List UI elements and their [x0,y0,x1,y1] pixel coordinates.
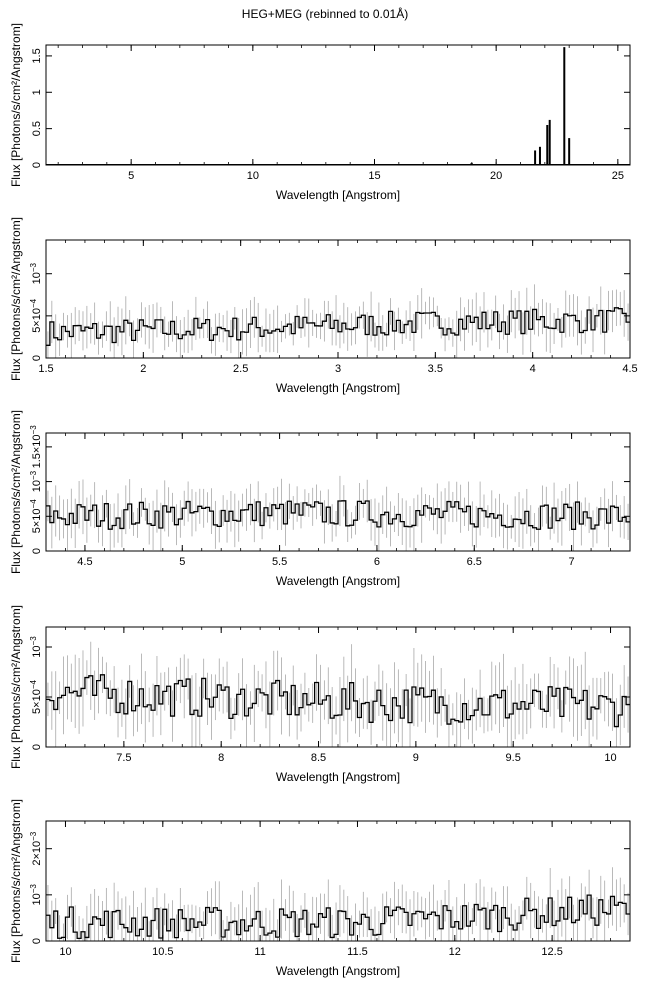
y-tick-label: 1.5 [31,48,43,63]
x-tick-label: 3 [335,363,341,375]
panel-4: 7.5 8 8.5 9 9.5 10 0 5×10−4 10−3 Wavelength [Angs… [9,605,631,784]
y-tick-label: 5×10−4 [29,680,43,714]
x-tick-label: 25 [612,170,624,182]
y-axis-label: Flux [Photons/s/cm²/Angstrom] [9,23,23,187]
x-tick-label: 6.5 [467,556,482,568]
x-tick-label: 3.5 [428,363,443,375]
x-tick-label: 4 [530,363,536,375]
x-tick-label: 15 [368,170,380,182]
panel-5: 10 10.5 11 11.5 12 12.5 0 10−3 2×10−3 Wavelength … [9,799,631,978]
axes-frame [45,44,631,166]
x-tick-label: 4.5 [77,556,92,568]
x-tick-label: 1.5 [38,363,53,375]
data-area [46,47,630,165]
y-tick-label: 10−3 [29,470,43,492]
y-tick-label: 2×10−3 [29,831,43,865]
y-axis-label: Flux [Photons/s/cm²/Angstrom] [9,217,23,381]
data-area [46,475,630,551]
x-tick-label: 9 [413,752,419,764]
y-tick-label: 5×10−4 [29,298,43,332]
x-tick-label: 11.5 [347,946,368,958]
data-area [46,867,630,941]
panel-1: 5 10 15 20 25 0 0.5 1 1.5 Wavelength [Angstrom] Fl… [9,23,631,202]
x-tick-label: 20 [490,170,502,182]
x-tick-label: 8 [218,752,224,764]
flux-histogram [46,500,630,530]
x-tick-label: 10 [59,946,71,958]
x-axis-label: Wavelength [Angstrom] [276,964,400,978]
panel-3: 4.5 5 5.5 6 6.5 7 0 5×10−4 10−31.5×10−3 Wavelengt… [9,410,631,588]
y-tick-label: 1 [31,89,43,95]
data-area [46,284,630,358]
x-tick-label: 5.5 [272,556,287,568]
y-tick-label: 10−3 [29,262,43,284]
x-axis-label: Wavelength [Angstrom] [276,188,400,202]
x-tick-label: 5 [179,556,185,568]
panel-2: 1.5 2 2.5 3 3.5 4 4.5 0 5×10−4 10−3 Wavelength [An… [9,217,638,395]
x-tick-label: 7.5 [116,752,131,764]
x-tick-label: 2 [140,363,146,375]
x-tick-label: 5 [128,170,134,182]
y-axis-label: Flux [Photons/s/cm²/Angstrom] [9,799,23,963]
y-axis-label: Flux [Photons/s/cm²/Angstrom] [9,605,23,769]
x-tick-label: 8.5 [311,752,326,764]
x-axis-label: Wavelength [Angstrom] [276,770,400,784]
flux-histogram [46,894,630,940]
y-tick-label: 1.5×10−3 [29,425,43,469]
y-tick-label: 10−3 [29,884,43,906]
x-tick-label: 6 [374,556,380,568]
y-tick-label: 10−3 [29,636,43,658]
y-axis-label: Flux [Photons/s/cm²/Angstrom] [9,410,23,574]
x-tick-label: 10 [604,752,616,764]
x-axis-label: Wavelength [Angstrom] [276,574,400,588]
y-tick-label: 0 [31,744,43,750]
y-tick-label: 0 [31,162,43,168]
flux-histogram [46,674,630,728]
figure-title: HEG+MEG (rebinned to 0.01Å) [241,7,409,21]
x-tick-label: 4.5 [622,363,637,375]
x-tick-label: 9.5 [506,752,521,764]
x-axis-label: Wavelength [Angstrom] [276,381,400,395]
x-tick-label: 10.5 [152,946,173,958]
y-tick-label: 5×10−4 [29,499,43,533]
y-tick-label: 0 [31,548,43,554]
x-tick-label: 7 [569,556,575,568]
x-tick-label: 2.5 [233,363,248,375]
x-tick-label: 12.5 [541,946,562,958]
x-tick-label: 12 [449,946,461,958]
y-tick-label: 0.5 [31,121,43,136]
data-area [46,641,630,747]
y-tick-label: 0 [31,355,43,361]
y-tick-label: 0 [31,938,43,944]
x-tick-label: 11 [254,946,265,958]
x-tick-label: 10 [247,170,259,182]
flux-histogram [46,307,630,346]
